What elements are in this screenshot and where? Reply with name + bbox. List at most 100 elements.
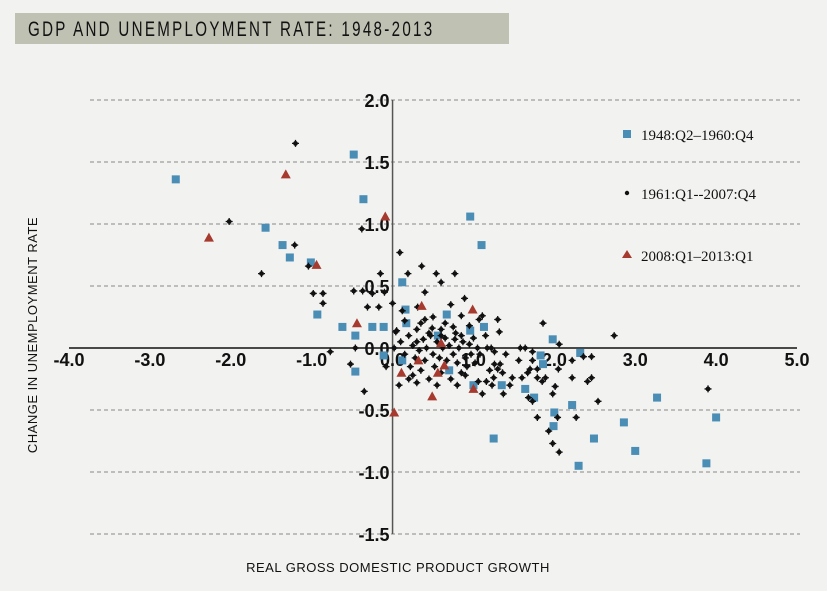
point-2008-2013 bbox=[427, 391, 438, 401]
point-1961-2007 bbox=[461, 294, 469, 302]
point-1961-2007 bbox=[457, 369, 465, 377]
point-1961-2007 bbox=[429, 313, 437, 321]
legend-label-1948-1960: 1948:Q2–1960:Q4 bbox=[641, 128, 754, 144]
point-1961-2007 bbox=[421, 288, 429, 296]
point-1961-2007 bbox=[368, 289, 376, 297]
point-1948-1960 bbox=[285, 253, 294, 262]
point-1948-1960 bbox=[379, 322, 388, 331]
point-1961-2007 bbox=[594, 397, 602, 405]
point-1961-2007 bbox=[528, 356, 536, 364]
point-1961-2007 bbox=[471, 359, 479, 367]
point-1948-1960 bbox=[278, 241, 287, 250]
point-1961-2007 bbox=[395, 381, 403, 389]
point-1961-2007 bbox=[405, 375, 413, 383]
point-1948-1960 bbox=[351, 331, 360, 340]
x-tick-label: -4.0 bbox=[53, 350, 84, 370]
point-1948-1960 bbox=[171, 175, 180, 184]
point-1961-2007 bbox=[452, 329, 460, 337]
legend-dot-icon bbox=[624, 190, 630, 196]
point-2008-2013 bbox=[413, 355, 424, 365]
point-1948-1960 bbox=[550, 408, 559, 417]
point-1948-1960 bbox=[466, 212, 475, 221]
point-1961-2007 bbox=[474, 377, 482, 385]
point-1961-2007 bbox=[453, 359, 461, 367]
point-1961-2007 bbox=[478, 390, 486, 398]
point-1948-1960 bbox=[653, 393, 662, 402]
point-1948-1960 bbox=[398, 356, 407, 365]
point-1948-1960 bbox=[401, 305, 410, 314]
point-1948-1960 bbox=[442, 310, 451, 319]
point-1948-1960 bbox=[445, 366, 454, 375]
point-1961-2007 bbox=[390, 344, 398, 352]
point-1948-1960 bbox=[351, 367, 360, 376]
y-tick-label: 2.0 bbox=[365, 91, 390, 111]
point-1961-2007 bbox=[309, 289, 317, 297]
point-1961-2007 bbox=[441, 319, 449, 327]
point-1961-2007 bbox=[225, 218, 233, 226]
point-1961-2007 bbox=[465, 340, 473, 348]
point-1948-1960 bbox=[466, 326, 475, 335]
point-1948-1960 bbox=[313, 310, 322, 319]
point-1961-2007 bbox=[459, 338, 467, 346]
point-1961-2007 bbox=[533, 413, 541, 421]
point-1961-2007 bbox=[447, 375, 455, 383]
point-1961-2007 bbox=[533, 374, 541, 382]
point-1961-2007 bbox=[528, 397, 536, 405]
point-1948-1960 bbox=[479, 322, 488, 331]
point-1948-1960 bbox=[702, 459, 711, 468]
point-1961-2007 bbox=[449, 323, 457, 331]
point-1961-2007 bbox=[528, 348, 536, 356]
point-1961-2007 bbox=[413, 338, 421, 346]
point-1961-2007 bbox=[437, 325, 445, 333]
point-1961-2007 bbox=[449, 350, 457, 358]
grid-lines bbox=[90, 99, 800, 535]
point-1961-2007 bbox=[506, 381, 514, 389]
point-1961-2007 bbox=[398, 307, 406, 315]
point-1961-2007 bbox=[524, 369, 532, 377]
point-1961-2007 bbox=[554, 365, 562, 373]
point-1948-1960 bbox=[536, 351, 545, 360]
point-1961-2007 bbox=[363, 303, 371, 311]
point-1961-2007 bbox=[351, 344, 359, 352]
point-1961-2007 bbox=[429, 350, 437, 358]
point-1961-2007 bbox=[453, 381, 461, 389]
point-2008-2013 bbox=[396, 367, 407, 377]
point-1961-2007 bbox=[469, 334, 477, 342]
point-1961-2007 bbox=[554, 413, 562, 421]
point-1961-2007 bbox=[447, 301, 455, 309]
point-1948-1960 bbox=[359, 195, 368, 204]
point-1961-2007 bbox=[441, 334, 449, 342]
point-1961-2007 bbox=[518, 374, 526, 382]
point-1961-2007 bbox=[421, 315, 429, 323]
point-1961-2007 bbox=[494, 365, 502, 373]
point-1961-2007 bbox=[538, 377, 546, 385]
point-1961-2007 bbox=[461, 371, 469, 379]
point-1961-2007 bbox=[415, 346, 423, 354]
point-1961-2007 bbox=[568, 374, 576, 382]
point-1948-1960 bbox=[631, 446, 640, 455]
point-1961-2007 bbox=[465, 322, 473, 330]
point-1948-1960 bbox=[548, 335, 557, 344]
point-1961-2007 bbox=[463, 363, 471, 371]
point-1961-2007 bbox=[389, 299, 397, 307]
x-tick-label: 5.0 bbox=[784, 350, 809, 370]
point-2008-2013 bbox=[351, 318, 362, 328]
point-1948-1960 bbox=[712, 413, 721, 422]
point-1961-2007 bbox=[393, 327, 401, 335]
point-1961-2007 bbox=[482, 332, 490, 340]
point-1961-2007 bbox=[319, 299, 327, 307]
point-1961-2007 bbox=[490, 348, 498, 356]
point-1961-2007 bbox=[496, 360, 504, 368]
point-1961-2007 bbox=[541, 374, 549, 382]
point-1961-2007 bbox=[401, 317, 409, 325]
point-1961-2007 bbox=[406, 363, 414, 371]
point-1961-2007 bbox=[437, 332, 445, 340]
point-1961-2007 bbox=[482, 377, 490, 385]
axes bbox=[69, 100, 797, 534]
point-1961-2007 bbox=[358, 225, 366, 233]
point-1961-2007 bbox=[490, 374, 498, 382]
y-tick-label: 1.5 bbox=[365, 153, 390, 173]
point-1961-2007 bbox=[478, 312, 486, 320]
point-1961-2007 bbox=[704, 385, 712, 393]
